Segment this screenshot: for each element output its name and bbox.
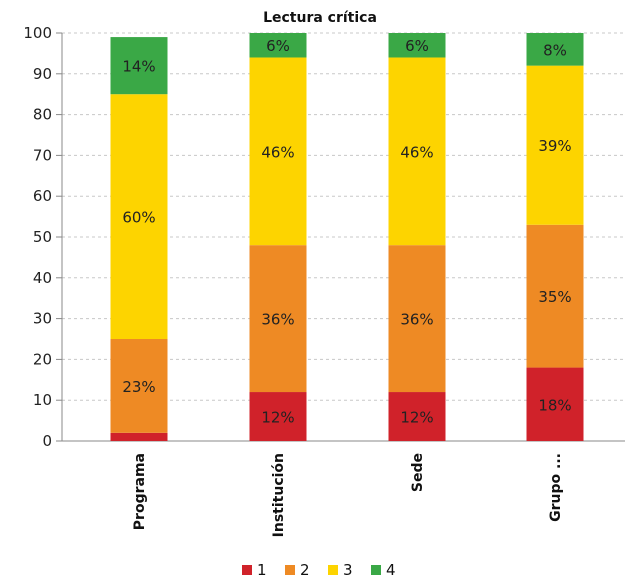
data-label: 6% <box>405 37 429 55</box>
legend-label: 3 <box>343 561 353 579</box>
axes: 0 10 20 30 40 50 60 70 80 90 100 Programa Institució… <box>23 24 625 537</box>
legend: 1 2 3 4 <box>242 561 396 579</box>
y-tick-label: 30 <box>33 310 52 328</box>
legend-swatch-1 <box>242 565 252 575</box>
y-tick-label: 90 <box>33 65 52 83</box>
data-label: 36% <box>261 311 294 329</box>
y-tick-label: 100 <box>23 24 52 42</box>
bar-segment-series-2 <box>526 224 584 368</box>
bar-segment-series-4 <box>110 37 168 95</box>
bar-segment-series-2 <box>110 339 168 433</box>
bar-segment-series-3 <box>526 65 584 225</box>
bar-segment-series-4 <box>249 33 307 58</box>
data-label: 14% <box>122 58 155 76</box>
bar-segment-series-4 <box>526 33 584 66</box>
bars <box>110 33 584 441</box>
bar-segment-series-1 <box>249 392 307 441</box>
legend-swatch-4 <box>371 565 381 575</box>
y-tick-label: 60 <box>33 187 52 205</box>
legend-label: 2 <box>300 561 310 579</box>
data-label: 39% <box>538 137 571 155</box>
data-label: 23% <box>122 378 155 396</box>
bar-segment-series-3 <box>110 94 168 339</box>
data-label: 18% <box>538 396 571 414</box>
y-tick-label: 10 <box>33 391 52 409</box>
bar-segment-series-2 <box>249 245 307 393</box>
x-tick-label: Institución <box>271 453 287 537</box>
data-labels: 23% 60% 14% 12% 36% 46% 6% 12% 36% 46% 6% 18% 35% 39%… <box>122 37 571 426</box>
y-tick-label: 80 <box>33 106 52 124</box>
data-label: 46% <box>261 143 294 161</box>
legend-swatch-3 <box>328 565 338 575</box>
legend-swatch-2 <box>285 565 295 575</box>
bar-segment-series-3 <box>249 57 307 246</box>
data-label: 12% <box>400 409 433 427</box>
data-label: 60% <box>122 209 155 227</box>
bar-segment-series-4 <box>388 33 446 58</box>
bar-segment-series-1 <box>526 367 584 441</box>
bar-segment-series-1 <box>110 432 168 441</box>
x-tick-label: Programa <box>132 453 148 530</box>
data-label: 6% <box>266 37 290 55</box>
y-tick-label: 40 <box>33 269 52 287</box>
legend-label: 4 <box>386 561 396 579</box>
chart-title: Lectura crítica <box>263 10 377 26</box>
y-tick-label: 50 <box>33 228 52 246</box>
y-tick-label: 70 <box>33 146 52 164</box>
bar-segment-series-2 <box>388 245 446 393</box>
x-tick-label: Sede <box>410 453 426 492</box>
y-tick-label: 20 <box>33 350 52 368</box>
data-label: 12% <box>261 409 294 427</box>
data-label: 36% <box>400 311 433 329</box>
data-label: 8% <box>543 41 567 59</box>
legend-label: 1 <box>257 561 267 579</box>
data-label: 35% <box>538 288 571 306</box>
bar-segment-series-1 <box>388 392 446 441</box>
data-label: 46% <box>400 143 433 161</box>
y-tick-label: 0 <box>42 432 52 450</box>
x-tick-label: Grupo ... <box>548 453 564 522</box>
bar-segment-series-3 <box>388 57 446 246</box>
